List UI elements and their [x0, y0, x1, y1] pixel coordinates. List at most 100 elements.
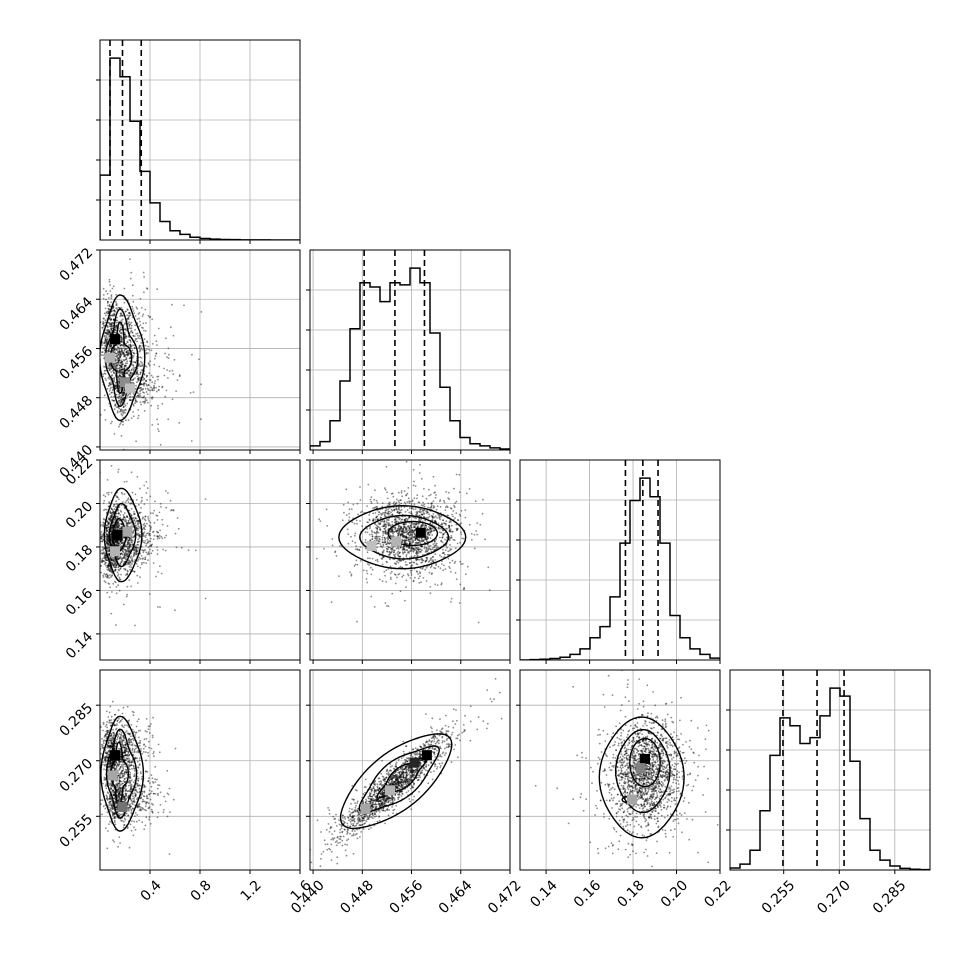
sample-point — [453, 487, 455, 490]
sample-point — [148, 548, 151, 551]
sample-point — [135, 440, 138, 443]
sample-point — [123, 557, 126, 559]
sample-point — [131, 284, 134, 287]
sample-point — [116, 522, 119, 524]
sample-point — [379, 528, 382, 530]
sample-point — [390, 530, 392, 532]
sample-point — [160, 506, 162, 508]
sample-point — [143, 410, 146, 412]
sample-point — [107, 350, 110, 352]
sample-point — [106, 591, 109, 594]
sample-point — [104, 557, 106, 560]
sample-point — [439, 500, 441, 503]
sample-point — [137, 409, 140, 411]
histogram-step — [520, 477, 720, 660]
sample-point — [122, 557, 125, 559]
sample-point — [399, 520, 402, 523]
sample-point — [149, 530, 151, 532]
sample-point — [125, 371, 128, 374]
sample-point — [391, 513, 393, 516]
sample-point — [396, 529, 399, 531]
sample-point — [101, 344, 103, 346]
sample-point — [393, 509, 395, 512]
sample-point — [126, 516, 128, 519]
sample-point — [405, 535, 407, 538]
sample-point — [147, 345, 150, 348]
sample-point — [350, 574, 353, 577]
sample-point — [113, 363, 115, 366]
sample-point — [386, 605, 388, 607]
sample-point — [132, 525, 134, 528]
sample-point — [125, 351, 128, 353]
sample-point — [127, 522, 130, 525]
sample-point — [158, 534, 161, 537]
sample-point — [407, 533, 410, 536]
sample-point — [135, 550, 138, 553]
sample-point — [375, 516, 378, 519]
sample-point — [127, 369, 129, 372]
sample-point — [143, 276, 146, 278]
sample-point — [425, 538, 428, 541]
sample-point — [157, 375, 160, 378]
sample-point — [152, 531, 154, 534]
sample-point — [374, 532, 377, 535]
sample-point — [116, 540, 118, 543]
sample-point — [399, 532, 402, 535]
sample-point — [158, 537, 161, 540]
sample-point — [107, 329, 110, 332]
sample-point — [93, 297, 95, 299]
sample-point — [370, 573, 373, 576]
sample-point — [104, 377, 107, 380]
sample-point — [399, 546, 402, 548]
sample-point — [114, 580, 116, 583]
sample-point — [136, 377, 139, 380]
sample-point — [408, 516, 411, 519]
sample-point — [126, 314, 129, 317]
sample-point — [130, 368, 133, 371]
sample-point — [107, 349, 109, 352]
sample-point — [143, 535, 146, 538]
sample-point — [106, 301, 109, 303]
sample-point — [126, 360, 129, 363]
sample-point — [381, 536, 384, 539]
sample-point — [108, 583, 111, 585]
sample-point — [448, 526, 451, 529]
sample-point — [404, 542, 407, 544]
sample-point — [151, 388, 154, 390]
sample-point — [412, 580, 415, 583]
sample-point — [372, 520, 375, 522]
sample-point — [117, 557, 120, 560]
sample-point — [110, 534, 113, 537]
sample-point — [368, 519, 371, 522]
sample-point — [144, 536, 147, 538]
sample-point — [131, 379, 134, 382]
sample-point — [112, 351, 115, 353]
sample-point — [137, 541, 140, 543]
sample-point — [368, 518, 371, 521]
sample-point — [100, 533, 102, 536]
sample-point — [350, 508, 353, 510]
sample-point — [102, 523, 104, 526]
sample-point — [429, 592, 432, 595]
sample-point — [145, 375, 148, 378]
sample-point — [440, 523, 443, 526]
sample-point — [401, 531, 404, 534]
sample-point — [121, 369, 124, 371]
sample-point — [117, 513, 120, 515]
sample-point — [130, 379, 133, 382]
sample-point — [119, 353, 122, 356]
sample-point — [119, 543, 121, 546]
sample-point — [441, 541, 444, 544]
sample-point — [414, 542, 417, 544]
sample-point — [100, 571, 103, 574]
sample-point — [409, 577, 412, 579]
sample-point — [139, 526, 141, 528]
sample-point — [120, 367, 123, 369]
sample-point — [115, 349, 118, 351]
sample-point — [446, 514, 449, 517]
sample-point — [118, 498, 120, 501]
sample-point — [118, 576, 121, 579]
sample-point — [446, 528, 448, 530]
sample-point — [116, 564, 118, 567]
sample-point — [106, 566, 109, 568]
